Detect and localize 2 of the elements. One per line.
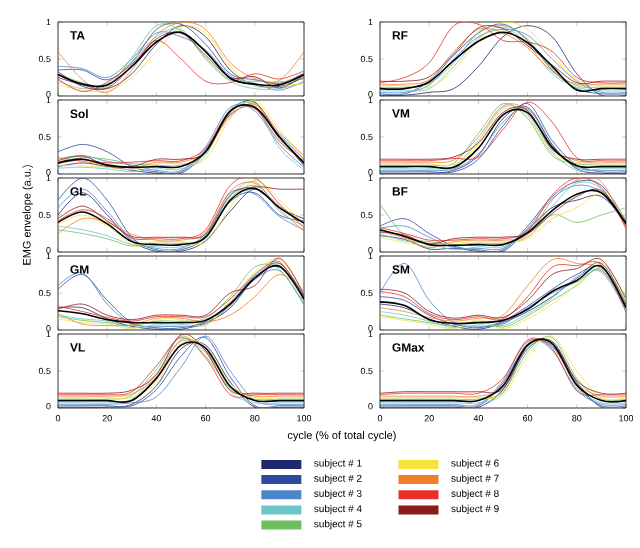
- line-series: [380, 203, 627, 246]
- line-series: [58, 40, 304, 92]
